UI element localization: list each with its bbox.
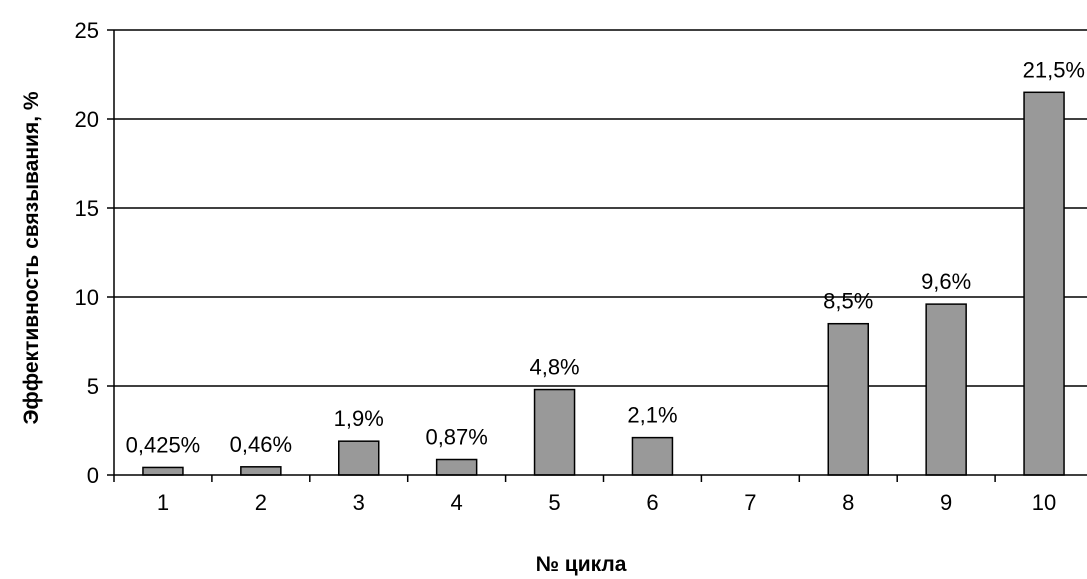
bar-cycle-3 [338, 440, 380, 476]
y-tick-label: 25 [75, 18, 99, 43]
data-label-cycle-10: 21,5% [1023, 57, 1085, 82]
bar-cycle-10 [1023, 91, 1065, 476]
x-tick-label: 4 [451, 490, 463, 515]
data-label-cycle-2: 0,46% [230, 432, 292, 457]
bar-cycle-4 [435, 458, 478, 476]
bar-cycle-1 [142, 466, 184, 476]
x-tick-label: 9 [940, 490, 952, 515]
bars [142, 91, 1065, 476]
x-axis-title: № цикла [536, 553, 627, 576]
x-tick-labels: 1 2 3 4 5 6 7 8 9 10 [157, 490, 1056, 515]
data-label-cycle-1: 0,425% [126, 432, 201, 457]
bar-cycle-8 [827, 322, 869, 476]
data-label-cycle-8: 8,5% [823, 289, 873, 314]
x-tick-label: 3 [353, 490, 365, 515]
bar-cycle-9 [925, 303, 967, 476]
data-label-cycle-4: 0,87% [425, 425, 487, 450]
bar-cycle-2 [240, 466, 282, 476]
data-label-cycle-5: 4,8% [529, 355, 579, 380]
y-tick-label: 0 [87, 463, 99, 488]
y-axis-title: Эффективность связывания, % [20, 91, 43, 424]
x-tick-label: 5 [548, 490, 560, 515]
x-tick-label: 10 [1032, 490, 1056, 515]
y-tick-label: 10 [75, 285, 99, 310]
x-tick-label: 1 [157, 490, 169, 515]
bar-cycle-5 [533, 388, 576, 476]
data-labels: 0,425% 0,46% 1,9% 0,87% 4,8% 2,1% 8,5% 9,6% 21,5… [126, 57, 1085, 457]
data-label-cycle-9: 9,6% [921, 269, 971, 294]
data-label-cycle-6: 2,1% [627, 403, 677, 428]
y-tick-label: 15 [75, 196, 99, 221]
bar-cycle-6 [631, 436, 674, 476]
data-label-cycle-3: 1,9% [334, 406, 384, 431]
x-tick-label: 7 [744, 490, 756, 515]
y-tick-label: 5 [87, 374, 99, 399]
y-tick-label: 20 [75, 107, 99, 132]
x-tick-label: 2 [255, 490, 267, 515]
axes [107, 29, 1087, 482]
x-tick-label: 8 [842, 490, 854, 515]
y-tick-labels: 0 5 10 15 20 25 [75, 18, 99, 488]
x-tick-label: 6 [646, 490, 658, 515]
